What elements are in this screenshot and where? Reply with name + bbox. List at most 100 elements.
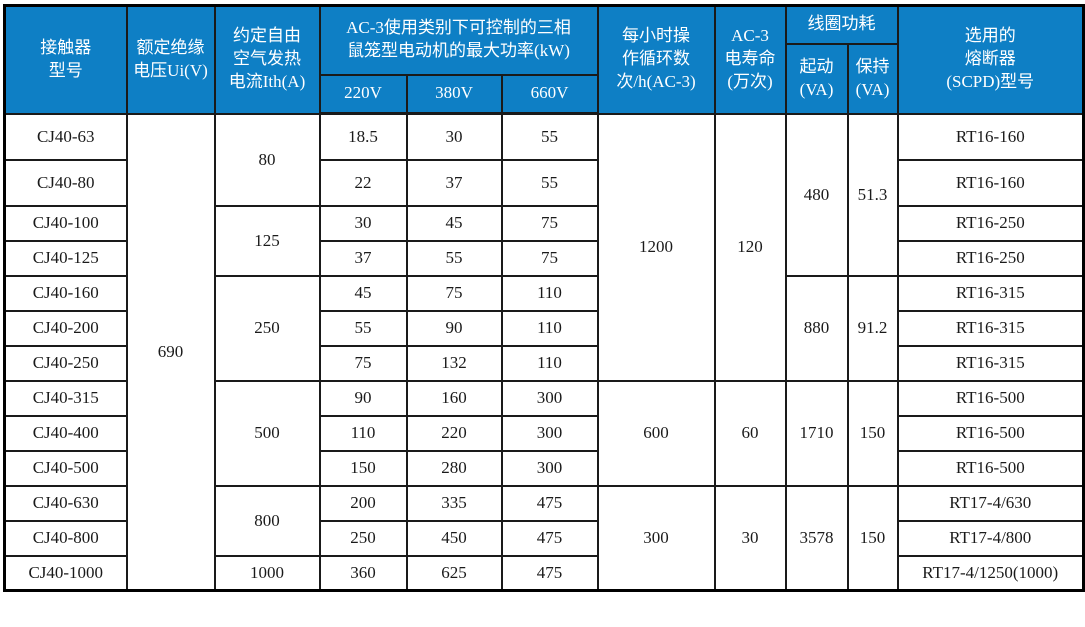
table-cell: 300 (500, 414, 599, 452)
table-cell: RT16-500 (896, 449, 1085, 487)
table-cell: 75 (405, 274, 503, 312)
table-cell: 1710 (784, 379, 849, 487)
table-cell: 450 (405, 519, 503, 557)
header-insulation-voltage: 额定绝缘 电压Ui(V) (125, 4, 216, 115)
table-cell: 37 (318, 239, 408, 277)
table-row: CJ40-100 125 30 45 75 RT16-250 (3, 204, 1085, 277)
table-cell: 37 (405, 158, 503, 207)
table-cell: 55 (318, 309, 408, 347)
table-cell: CJ40-315 (3, 379, 128, 417)
table-row: CJ40-160 250 45 75 110 880 91.2 RT16-315 (3, 274, 1085, 382)
table-cell: RT16-160 (896, 158, 1085, 207)
table-cell: CJ40-800 (3, 519, 128, 557)
table-cell: CJ40-160 (3, 274, 128, 312)
table-cell: 200 (318, 484, 408, 522)
table-cell: 475 (500, 519, 599, 557)
table-cell: 125 (213, 204, 321, 277)
table-cell: 55 (500, 158, 599, 207)
table-body: CJ40-63 690 80 18.5 30 55 1200 120 480 51.3 RT16-1… (3, 112, 1085, 592)
table-cell: 220 (405, 414, 503, 452)
header-coil-power-group: 线圈功耗 (784, 4, 899, 45)
table-cell: 150 (846, 484, 899, 592)
table-cell: 300 (500, 449, 599, 487)
table-cell: 45 (405, 204, 503, 242)
table-cell: 18.5 (318, 112, 408, 161)
table-row: CJ40-200 55 90 110 RT16-315 (3, 309, 1085, 347)
table-cell: 30 (713, 484, 787, 592)
table-cell: 625 (405, 554, 503, 592)
table-cell: 160 (405, 379, 503, 417)
table-cell: 91.2 (846, 274, 899, 382)
table-cell: 300 (500, 379, 599, 417)
table-cell: 475 (500, 554, 599, 592)
table-cell: 335 (405, 484, 503, 522)
table-row: CJ40-250 75 132 110 RT16-315 (3, 344, 1085, 382)
table-cell: RT16-500 (896, 379, 1085, 417)
table-cell: 3578 (784, 484, 849, 592)
table-cell: 45 (318, 274, 408, 312)
header-660v: 660V (500, 73, 599, 115)
header-coil-hold: 保持 (VA) (846, 42, 899, 115)
table-cell: RT17-4/800 (896, 519, 1085, 557)
table-cell: RT16-500 (896, 414, 1085, 452)
table-cell: 75 (318, 344, 408, 382)
header-row-top: 接触器 型号 额定绝缘 电压Ui(V) 约定自由 空气发热 电流Ith(A) A… (3, 4, 1085, 115)
header-electrical-life: AC-3 电寿命 (万次) (713, 4, 787, 115)
header-model: 接触器 型号 (3, 4, 128, 115)
header-row-voltages: 220V 380V 660V (5, 73, 1084, 115)
table-cell: 90 (318, 379, 408, 417)
table-cell: CJ40-100 (3, 204, 128, 242)
table-cell: 55 (405, 239, 503, 277)
header-coil-start: 起动 (VA) (784, 42, 849, 115)
table-row: CJ40-125 37 55 75 RT16-250 (3, 239, 1085, 277)
table-cell: 475 (500, 484, 599, 522)
table-cell: 60 (713, 379, 787, 487)
table-cell: CJ40-500 (3, 449, 128, 487)
table-cell: RT16-315 (896, 344, 1085, 382)
table-cell: RT16-315 (896, 309, 1085, 347)
table-cell: 132 (405, 344, 503, 382)
header-380v: 380V (405, 73, 503, 115)
table-cell: 110 (318, 414, 408, 452)
table-cell: 110 (500, 274, 599, 312)
table-cell: CJ40-250 (3, 344, 128, 382)
table-cell: 51.3 (846, 112, 899, 277)
header-thermal-current: 约定自由 空气发热 电流Ith(A) (213, 4, 321, 115)
table-header: 接触器 型号 额定绝缘 电压Ui(V) 约定自由 空气发热 电流Ith(A) A… (3, 4, 1085, 115)
table-cell: 75 (500, 239, 599, 277)
header-row-middle: 起动 (VA) 保持 (VA) (5, 42, 1084, 115)
table-cell: 1200 (596, 112, 716, 382)
table-cell: 690 (125, 112, 216, 592)
table-cell: CJ40-630 (3, 484, 128, 522)
header-220v: 220V (318, 73, 408, 115)
table-row: CJ40-800 250 450 475 RT17-4/800 (3, 519, 1085, 557)
table-cell: 55 (500, 112, 599, 161)
table-cell: 75 (500, 204, 599, 242)
table-row: CJ40-63 690 80 18.5 30 55 1200 120 480 51.3 RT16-1… (3, 112, 1085, 592)
table-cell: 150 (846, 379, 899, 487)
table-row: CJ40-400 110 220 300 RT16-500 (3, 414, 1085, 452)
table-cell: 30 (405, 112, 503, 161)
table-cell: 150 (318, 449, 408, 487)
table-row: CJ40-630 800 200 335 475 300 30 3578 150 RT17-4/6… (3, 484, 1085, 592)
table-cell: 600 (596, 379, 716, 487)
table-cell: 110 (500, 309, 599, 347)
table-cell: 110 (500, 344, 599, 382)
table-cell: RT17-4/1250(1000) (896, 554, 1085, 592)
table-cell: 280 (405, 449, 503, 487)
table-row: CJ40-80 22 37 55 RT16-160 (3, 158, 1085, 207)
header-ops-cycles: 每小时操 作循环数 次/h(AC-3) (596, 4, 716, 115)
table-cell: CJ40-200 (3, 309, 128, 347)
table-cell: 22 (318, 158, 408, 207)
table-row: CJ40-1000 1000 360 625 475 RT17-4/1250(1000) (3, 554, 1085, 592)
header-power-group: AC-3使用类别下可控制的三相 鼠笼型电动机的最大功率(kW) (318, 4, 599, 76)
table-cell: 80 (213, 112, 321, 207)
table-cell: 90 (405, 309, 503, 347)
table-row: CJ40-315 500 90 160 300 600 60 1710 150 RT16-500 (3, 379, 1085, 487)
table-cell: 250 (318, 519, 408, 557)
table-cell: CJ40-80 (3, 158, 128, 207)
contactor-spec-table: 接触器 型号 额定绝缘 电压Ui(V) 约定自由 空气发热 电流Ith(A) A… (3, 4, 1085, 592)
table-cell: 880 (784, 274, 849, 382)
table-cell: 30 (318, 204, 408, 242)
